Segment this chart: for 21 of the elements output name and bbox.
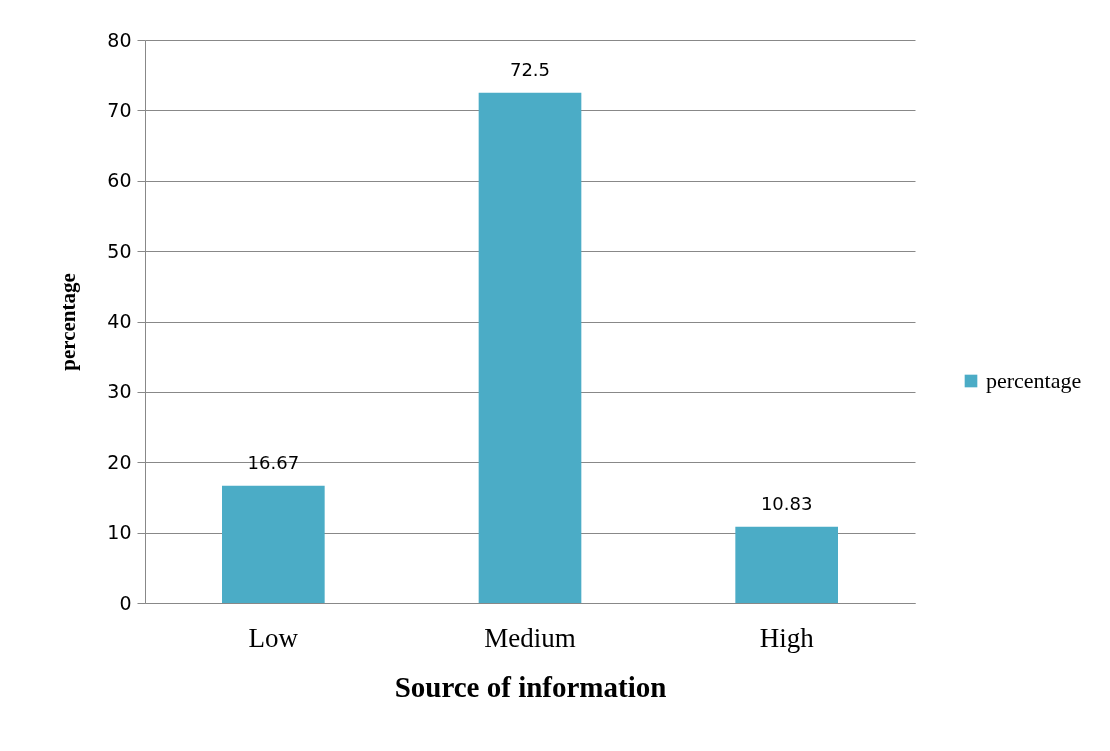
y-tick-label: 60 <box>107 169 132 192</box>
x-axis-title: Source of information <box>394 670 667 703</box>
y-tick-label: 20 <box>107 450 132 473</box>
y-tick-label: 40 <box>107 310 132 332</box>
y-tick-label: 70 <box>107 98 132 121</box>
data-label: 16.67 <box>247 451 300 473</box>
y-tick-label: 80 <box>107 28 132 51</box>
legend-label: percentage <box>986 368 1082 393</box>
bar <box>478 92 582 603</box>
x-tick-label: Low <box>248 622 299 653</box>
data-label: 10.83 <box>760 492 813 514</box>
y-tick-label: 0 <box>119 591 132 614</box>
y-tick-label: 30 <box>107 380 132 403</box>
y-axis-title: percentage <box>56 273 81 371</box>
y-tick-label: 10 <box>107 521 132 544</box>
data-label: 72.5 <box>509 58 551 80</box>
x-tick-label: Medium <box>484 622 576 653</box>
y-tick-label: 50 <box>107 239 132 262</box>
x-tick-label: High <box>759 622 815 653</box>
bar <box>735 526 838 603</box>
bar <box>222 485 325 603</box>
